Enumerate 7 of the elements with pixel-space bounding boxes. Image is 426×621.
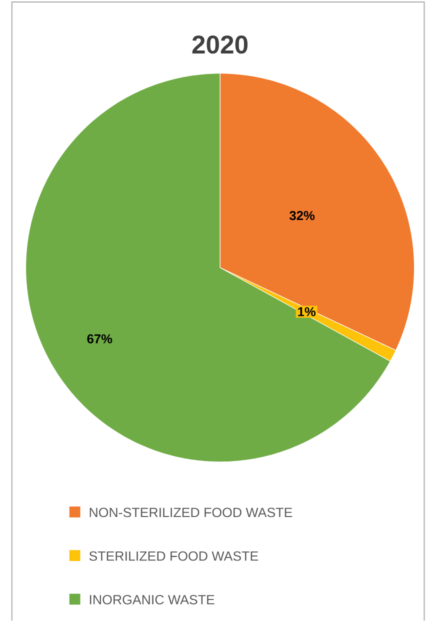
chart-title: 2020 <box>192 36 248 54</box>
data-label: 1% <box>298 307 316 316</box>
legend-label: INORGANIC WASTE <box>90 594 214 604</box>
legend-label: NON-STERILIZED FOOD WASTE <box>90 508 292 518</box>
data-label: 32% <box>289 211 314 220</box>
data-label: 67% <box>87 334 112 344</box>
legend-label: STERILIZED FOOD WASTE <box>89 551 258 561</box>
